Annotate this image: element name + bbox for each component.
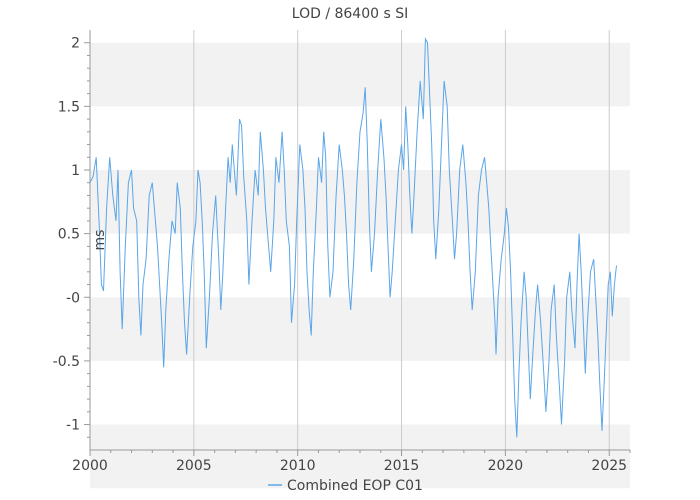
- y-tick-label: 0.5: [58, 227, 80, 243]
- x-tick-label: 2015: [384, 458, 420, 474]
- y-tick-label: 1: [71, 163, 80, 179]
- grid-band-0: [90, 424, 630, 489]
- series-line-0: [89, 37, 617, 438]
- x-tick-label: 2000: [72, 458, 108, 474]
- grid-band-1: [90, 297, 630, 361]
- grid-band-top: [90, 42, 630, 107]
- grid-band-2: [90, 170, 630, 234]
- y-tick-label: -1: [66, 418, 80, 434]
- x-ticks: 2000 2005 2010 2015 2020 2025: [72, 450, 631, 474]
- y-tick-label: 1.5: [58, 99, 80, 115]
- y-tick-label: 2: [71, 36, 80, 52]
- legend-label: Combined EOP C01: [287, 478, 423, 494]
- series-group: [89, 37, 617, 438]
- x-tick-label: 2020: [488, 458, 524, 474]
- y-axis-label: ms: [92, 230, 108, 251]
- x-tick-label: 2005: [176, 458, 212, 474]
- y-tick-label: -0.5: [53, 354, 80, 370]
- legend: Combined EOP C01: [268, 478, 423, 494]
- y-ticks: -1 -0.5 -0 0.5 1 1.5 2: [53, 36, 90, 438]
- horizontal-bands: [90, 42, 630, 489]
- x-tick-label: 2010: [280, 458, 316, 474]
- chart-title: LOD / 86400 s SI: [292, 6, 408, 22]
- y-tick-label: -0: [66, 290, 80, 306]
- x-tick-label: 2025: [591, 458, 627, 474]
